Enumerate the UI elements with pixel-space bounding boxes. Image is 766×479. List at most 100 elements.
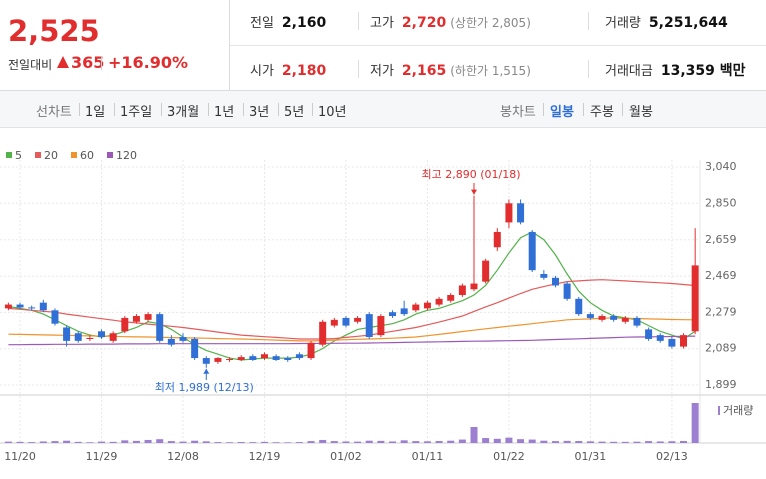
candle-body <box>586 314 594 318</box>
candle-body <box>295 354 303 359</box>
legend-label: 120 <box>116 149 137 162</box>
candle-body <box>39 302 47 311</box>
period-button[interactable]: 1일 <box>85 105 106 120</box>
chart: 3,040 2,850 2,659 2,469 2,279 2,089 1,899 11/20… <box>0 149 766 463</box>
candle-body <box>633 317 641 326</box>
x-tick-label: 01/31 <box>575 450 607 463</box>
volume-bar <box>284 442 292 443</box>
separator <box>243 103 244 116</box>
volume-bar <box>202 441 210 443</box>
candle-body <box>214 358 222 362</box>
separator <box>358 12 359 30</box>
volume-bar <box>482 438 490 443</box>
candle-body <box>470 283 478 290</box>
volume-bar <box>435 441 443 443</box>
volume-bar <box>447 440 455 443</box>
volume-bar <box>179 441 187 443</box>
label: 전일 <box>250 16 274 31</box>
toolbar-label: 봉차트 <box>500 105 536 120</box>
label: 거래대금 <box>605 64 653 79</box>
candle-body <box>249 356 257 360</box>
x-tick-label: 01/02 <box>330 450 362 463</box>
candle-body <box>540 273 548 278</box>
volume-bar <box>28 442 36 443</box>
y-tick-label: 3,040 <box>705 160 737 173</box>
label: 시가 <box>250 64 274 79</box>
volume-bar <box>563 440 571 443</box>
volume-bar <box>330 441 338 443</box>
period-button[interactable]: 3개월 <box>167 105 200 120</box>
volume-bar <box>98 441 106 443</box>
volume-bar <box>249 442 257 443</box>
candle-body <box>121 317 129 332</box>
x-tick-label: 12/08 <box>167 450 199 463</box>
candle-body <box>517 203 525 223</box>
y-tick-label: 2,659 <box>705 233 737 246</box>
summary-item: 고가 2,720 (상한가 2,805) <box>370 12 531 31</box>
change-label: 전일대비 <box>8 58 53 72</box>
period-button[interactable]: 5년 <box>284 105 305 120</box>
candle-body <box>400 308 408 315</box>
period-button[interactable]: 1주일 <box>120 105 153 120</box>
volume-bar <box>470 427 478 443</box>
candle-body <box>551 277 559 286</box>
candle-body <box>28 307 36 309</box>
volume-bar <box>645 441 653 443</box>
separator <box>543 103 544 116</box>
volume-bar <box>272 442 280 443</box>
volume-bar <box>167 441 175 443</box>
summary-item: 거래량 5,251,644 <box>605 12 728 31</box>
value: 2,720 <box>401 15 447 31</box>
volume-bar <box>517 439 525 443</box>
candle-body <box>505 203 513 223</box>
period-button[interactable]: 일봉 <box>550 105 574 120</box>
volume-bar <box>610 441 618 443</box>
annotation: 최저 1,989 (12/13) <box>155 381 254 394</box>
volume-bar <box>691 403 699 443</box>
period-button[interactable]: 1년 <box>214 105 235 120</box>
volume-bar <box>295 442 303 443</box>
volume-bar <box>412 441 420 443</box>
period-button[interactable]: 3년 <box>249 105 270 120</box>
volume-bar <box>505 437 513 443</box>
volume-bar <box>540 440 548 443</box>
candle-body <box>656 335 664 341</box>
value: 5,251,644 <box>648 15 728 31</box>
volume-bar <box>551 441 559 443</box>
x-tick-label: 01/11 <box>412 450 444 463</box>
candle-body <box>412 304 420 311</box>
candle-body <box>482 260 490 282</box>
x-tick-label: 12/19 <box>249 450 281 463</box>
period-button[interactable]: 주봉 <box>590 105 614 120</box>
candle-body <box>668 338 676 347</box>
candle-body <box>645 329 653 339</box>
volume-bar <box>528 439 536 443</box>
legend-label: 20 <box>44 149 58 162</box>
candle-body <box>435 298 443 305</box>
candle-body <box>342 317 350 326</box>
current-price: 2,525 <box>8 14 100 48</box>
change-percent: +16.90% <box>108 53 189 72</box>
y-tick-label: 2,089 <box>705 342 737 355</box>
toolbar-label: 선차트 <box>36 105 72 120</box>
legend-swatch <box>71 152 77 158</box>
candle-body <box>260 354 268 359</box>
separator <box>161 103 162 116</box>
candle-body <box>575 298 583 315</box>
candle-body <box>156 314 164 341</box>
period-button[interactable]: 월봉 <box>629 105 653 120</box>
legend-swatch <box>107 152 113 158</box>
y-tick-label: 2,850 <box>705 196 737 209</box>
volume-bar <box>575 441 583 443</box>
volume-bar <box>365 440 373 443</box>
candle-body <box>179 337 187 341</box>
candle-body <box>563 283 571 299</box>
period-button[interactable]: 10년 <box>318 105 347 120</box>
candle-body <box>202 358 210 364</box>
volume-bar <box>680 441 688 443</box>
quote-header: 2,525 전일대비 365 +16.90% 전일 2,160 고가 2,720 (상… <box>0 0 766 91</box>
separator <box>588 60 589 78</box>
volume-bar <box>354 441 362 443</box>
price-block: 2,525 전일대비 365 +16.90% <box>0 0 230 90</box>
volume-bar <box>342 441 350 443</box>
